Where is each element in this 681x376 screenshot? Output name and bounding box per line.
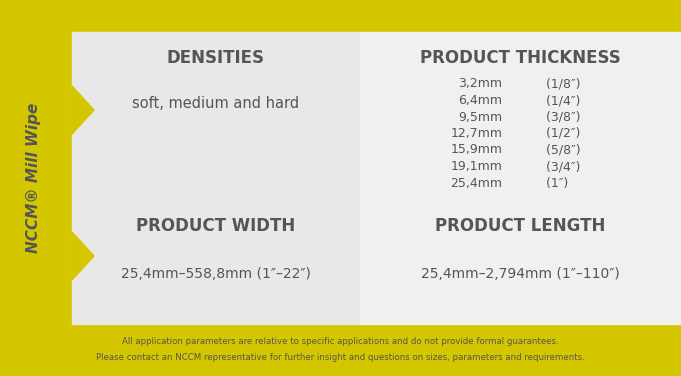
Text: soft, medium and hard: soft, medium and hard <box>132 96 300 111</box>
Text: 6,4mm: 6,4mm <box>458 94 503 107</box>
Text: (3/8″): (3/8″) <box>539 111 581 123</box>
Polygon shape <box>72 86 94 134</box>
Text: (1/8″): (1/8″) <box>539 77 581 91</box>
Text: 25,4mm–558,8mm (1″–22″): 25,4mm–558,8mm (1″–22″) <box>121 267 311 281</box>
Text: 12,7mm: 12,7mm <box>451 127 503 140</box>
Text: (1/2″): (1/2″) <box>539 127 581 140</box>
Text: PRODUCT THICKNESS: PRODUCT THICKNESS <box>420 49 621 67</box>
Text: PRODUCT LENGTH: PRODUCT LENGTH <box>435 217 605 235</box>
Text: All application parameters are relative to specific applications and do not prov: All application parameters are relative … <box>122 337 559 346</box>
Text: 25,4mm: 25,4mm <box>451 176 503 190</box>
Polygon shape <box>72 232 94 280</box>
Text: PRODUCT WIDTH: PRODUCT WIDTH <box>136 217 296 235</box>
Text: 15,9mm: 15,9mm <box>451 144 503 156</box>
Text: 19,1mm: 19,1mm <box>451 160 503 173</box>
Bar <box>360 32 681 188</box>
Text: (5/8″): (5/8″) <box>539 144 581 156</box>
Text: 9,5mm: 9,5mm <box>458 111 503 123</box>
Text: (3/4″): (3/4″) <box>539 160 581 173</box>
Text: NCCM® Mill Wipe: NCCM® Mill Wipe <box>27 103 42 253</box>
Text: Please contact an NCCM representative for further insight and questions on sizes: Please contact an NCCM representative fo… <box>96 353 585 361</box>
Text: 25,4mm–2,794mm (1″–110″): 25,4mm–2,794mm (1″–110″) <box>421 267 620 281</box>
Text: 3,2mm: 3,2mm <box>458 77 503 91</box>
Text: DENSITIES: DENSITIES <box>167 49 265 67</box>
Bar <box>360 188 681 324</box>
Text: (1/4″): (1/4″) <box>539 94 581 107</box>
Bar <box>72 32 360 188</box>
Bar <box>72 188 360 324</box>
Text: (1″): (1″) <box>539 176 569 190</box>
